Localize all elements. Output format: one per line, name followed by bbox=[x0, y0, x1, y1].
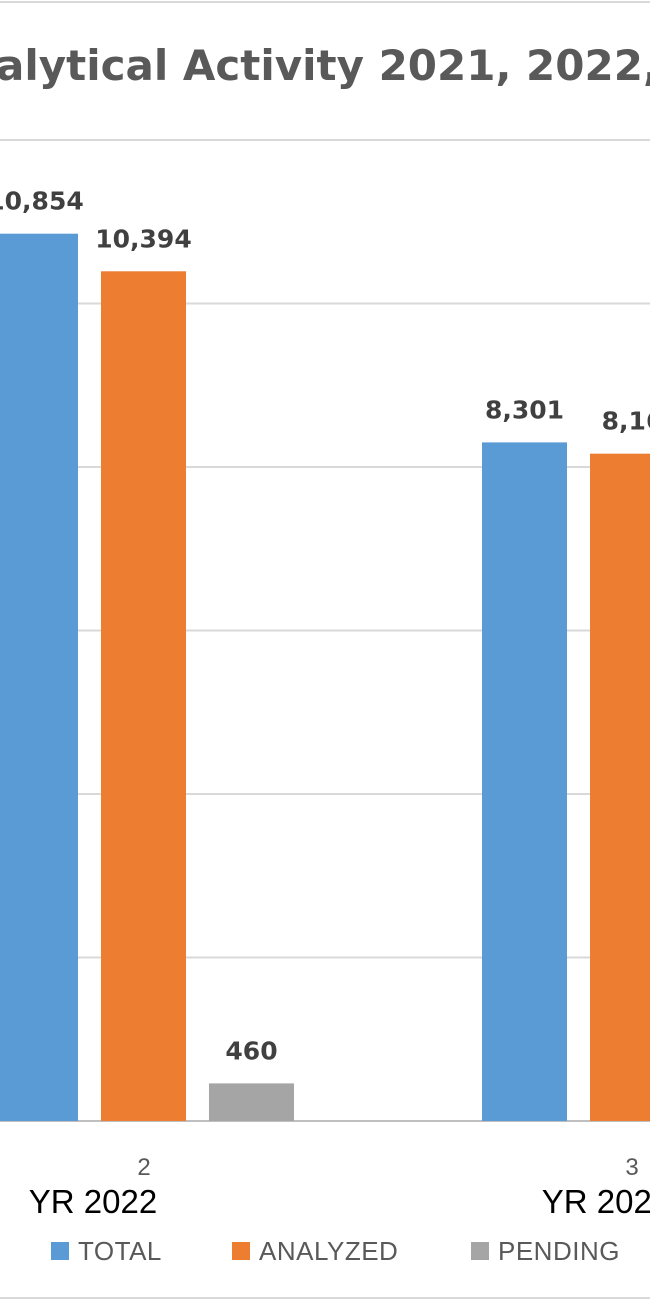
legend-item-pending: PENDING bbox=[471, 1236, 620, 1266]
bar-total-1 bbox=[0, 233, 78, 1122]
legend-swatch-total bbox=[51, 1242, 69, 1260]
chart-title: alytical Activity 2021, 2022, 2 bbox=[0, 41, 650, 90]
data-label-total-1: 10,854 bbox=[0, 187, 84, 216]
data-labels: 10,854 10,394 460 8,301 8,16 bbox=[0, 187, 650, 1066]
legend-swatch-analyzed bbox=[232, 1242, 250, 1260]
legend-swatch-pending bbox=[471, 1242, 489, 1260]
category-index-2: 3 bbox=[625, 1154, 638, 1181]
category-label-1: YR 2022 bbox=[29, 1183, 157, 1220]
bar-analyzed-2 bbox=[590, 453, 650, 1121]
data-label-pending-1: 460 bbox=[225, 1036, 277, 1065]
data-label-analyzed-2: 8,16 bbox=[602, 407, 650, 436]
bar-analyzed-1 bbox=[101, 271, 186, 1121]
legend-label-analyzed: ANALYZED bbox=[259, 1236, 398, 1266]
bars bbox=[0, 233, 650, 1122]
data-label-analyzed-1: 10,394 bbox=[95, 224, 191, 253]
data-label-total-2: 8,301 bbox=[485, 395, 564, 424]
category-axis: 2YR 2022 3YR 2023 bbox=[29, 1154, 650, 1220]
legend-label-pending: PENDING bbox=[498, 1236, 620, 1266]
bar-pending-1 bbox=[209, 1083, 294, 1121]
legend-item-total: TOTAL bbox=[51, 1236, 162, 1266]
bar-total-2 bbox=[482, 442, 567, 1121]
legend: TOTAL ANALYZED PENDING bbox=[51, 1236, 620, 1266]
category-label-2: YR 2023 bbox=[542, 1183, 650, 1220]
category-index-1: 2 bbox=[137, 1154, 150, 1181]
legend-item-analyzed: ANALYZED bbox=[232, 1236, 398, 1266]
legend-label-total: TOTAL bbox=[78, 1236, 162, 1266]
